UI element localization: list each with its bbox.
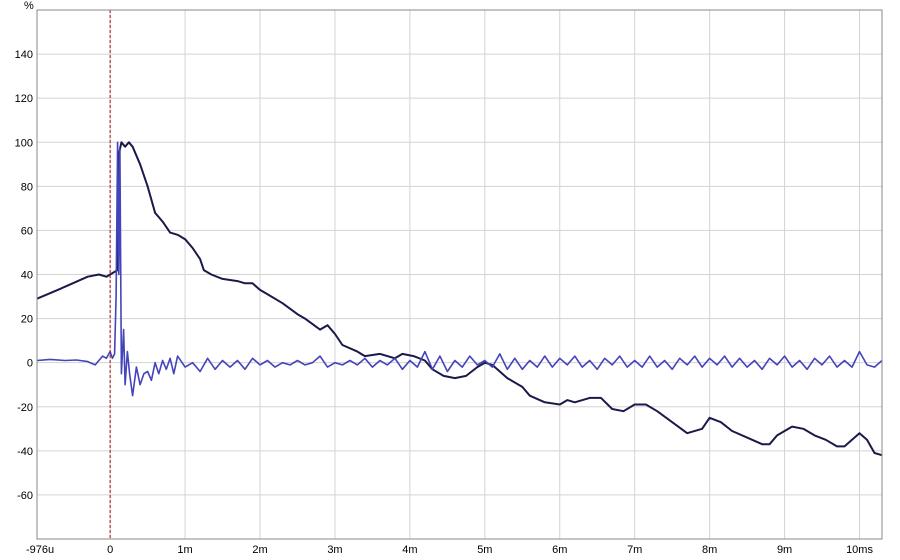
y-tick-labels: 140 120 100 80 60 40 20 0 -20 -40 -60 (15, 49, 33, 502)
x-tick-label: 2m (252, 544, 267, 556)
y-tick-label: -20 (17, 402, 33, 414)
y-tick-label: 20 (21, 314, 33, 326)
y-tick-label: 140 (15, 49, 33, 61)
x-tick-label: 9m (777, 544, 792, 556)
y-tick-label: 80 (21, 181, 33, 193)
y-tick-label: -40 (17, 446, 33, 458)
y-axis-unit-label: % (24, 0, 34, 12)
x-tick-label: 3m (327, 544, 342, 556)
x-tick-label: -976u (26, 544, 54, 556)
series-line-2 (36, 141, 883, 397)
x-tick-label: 6m (552, 544, 567, 556)
y-tick-label: 40 (21, 270, 33, 282)
series-line-1 (36, 141, 883, 457)
plot-area-border (36, 9, 883, 540)
y-tick-label: -60 (17, 490, 33, 502)
y-tick-label: 100 (15, 137, 33, 149)
x-tick-label: 8m (702, 544, 717, 556)
x-tick-label: 10ms (846, 544, 873, 556)
y-tick-label: 120 (15, 93, 33, 105)
x-tick-label: 7m (627, 544, 642, 556)
x-tick-label: 5m (477, 544, 492, 556)
y-tick-label: 0 (27, 358, 33, 370)
y-tick-label: 60 (21, 225, 33, 237)
x-tick-labels: -976u 0 1m 2m 3m 4m 5m 6m 7m 8m 9m 10ms (26, 544, 873, 556)
x-tick-label: 1m (177, 544, 192, 556)
x-tick-label: 4m (402, 544, 417, 556)
grid (37, 10, 882, 539)
series-layer (36, 141, 883, 457)
x-tick-label: 0 (107, 544, 113, 556)
